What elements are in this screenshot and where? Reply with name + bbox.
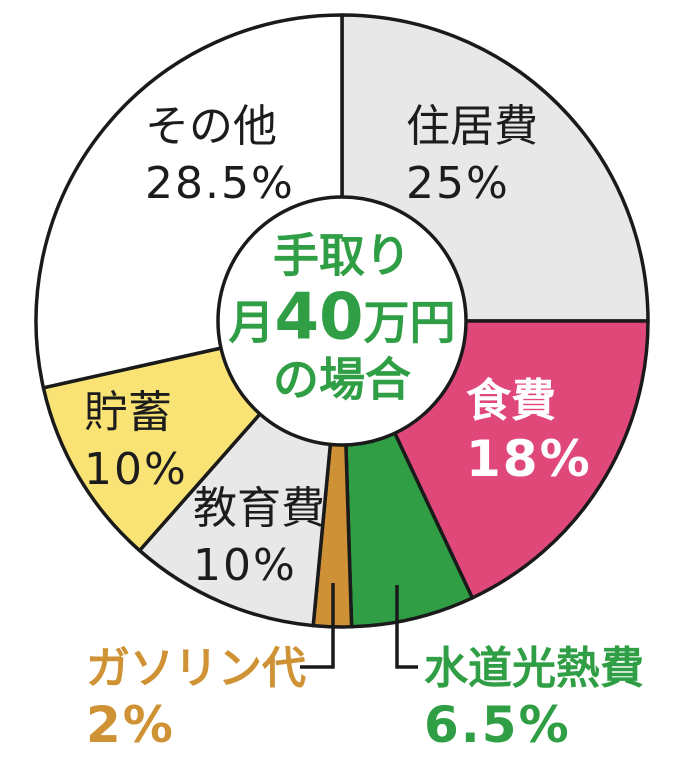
chart-center-label: 手取り 月40万円 の場合 [202,227,482,409]
donut-hole [216,195,468,447]
label-others-pct: 28.5% [145,158,295,210]
label-utilities-name: 水道光熱費 [424,643,644,694]
label-savings-name: 貯蓄 [84,387,172,438]
label-housing-name: 住居費 [406,101,538,152]
center-amount: 40 [274,279,364,354]
label-gasoline: ガソリン代 2% [86,640,306,755]
label-food: 食費 18% [466,372,592,488]
label-education-name: 教育費 [193,483,325,534]
label-education-pct: 10% [193,540,297,592]
center-line-3: の場合 [273,352,411,407]
label-housing-pct: 25% [406,158,510,210]
label-food-name: 食費 [466,374,557,427]
label-savings-pct: 10% [84,444,188,496]
center-line-1: 手取り [273,228,411,283]
label-gasoline-name: ガソリン代 [86,643,306,694]
label-others: その他 28.5% [145,98,295,212]
label-utilities: 水道光熱費 6.5% [424,640,644,755]
label-savings: 貯蓄 10% [84,384,188,498]
leader-line-utilities [395,585,418,669]
label-gasoline-pct: 2% [86,696,175,755]
label-others-name: その他 [145,101,277,152]
label-housing: 住居費 25% [406,98,538,212]
label-food-pct: 18% [466,429,592,488]
label-education: 教育費 10% [193,480,325,594]
label-utilities-pct: 6.5% [424,696,571,755]
leader-line-gasoline [300,583,335,669]
center-line-2: 月40万円 [228,279,456,354]
